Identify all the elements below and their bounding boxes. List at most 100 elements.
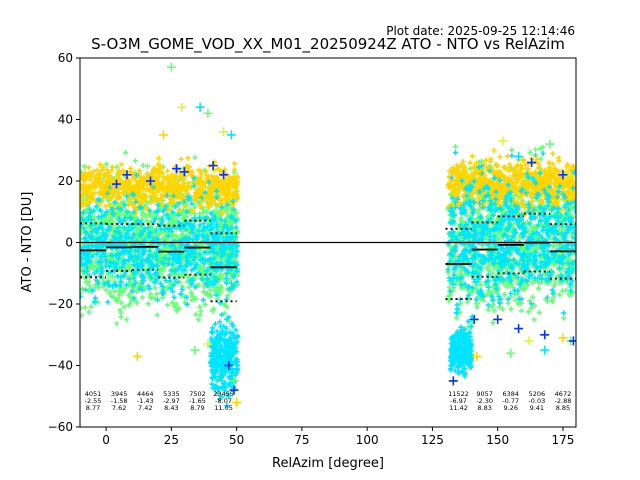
scatter-point: [235, 195, 241, 201]
scatter-point: [173, 301, 179, 307]
scatter-point: [121, 304, 127, 310]
scatter-point: [234, 182, 240, 188]
scatter-point: [93, 258, 99, 264]
scatter-point: [181, 192, 187, 199]
scatter-point: [125, 302, 131, 308]
plot-date: Plot date: 2025-09-25 12:14:46: [386, 24, 575, 38]
scatter-point: [203, 291, 209, 297]
scatter-point: [214, 210, 220, 216]
scatter-point: [165, 302, 171, 308]
scatter-point: [467, 160, 473, 166]
scatter-point: [109, 273, 116, 280]
scatter-point: [114, 164, 120, 170]
scatter-point: [165, 173, 171, 180]
scatter-point: [139, 294, 145, 300]
scatter-point: [80, 236, 84, 242]
scatter-point: [160, 295, 166, 301]
scatter-point: [561, 315, 567, 321]
scatter-point: [220, 197, 226, 203]
scatter-point: [102, 172, 108, 178]
scatter-point: [200, 270, 206, 276]
scatter-point: [127, 166, 133, 172]
scatter-point: [221, 310, 227, 316]
scatter-point: [116, 290, 123, 296]
scatter-point: [81, 163, 87, 169]
scatter-point: [192, 193, 198, 199]
scatter-point: [197, 265, 203, 271]
scatter-point: [218, 324, 224, 330]
scatter-point: [156, 155, 162, 161]
scatter-point: [550, 151, 556, 157]
scatter-point: [197, 203, 203, 210]
scatter-point: [207, 185, 213, 191]
scatter-point: [82, 304, 88, 311]
scatter-point: [209, 173, 215, 179]
scatter-point: [231, 166, 238, 173]
scatter-point: [125, 265, 132, 271]
scatter-point: [223, 207, 229, 214]
scatter-point: [105, 171, 111, 177]
scatter-point: [100, 187, 106, 193]
scatter-point: [152, 285, 158, 291]
scatter-point: [140, 185, 146, 191]
scatter-point: [226, 185, 232, 191]
scatter-point: [197, 312, 203, 318]
scatter-point: [90, 191, 96, 198]
scatter-point: [163, 229, 169, 235]
scatter-point: [179, 232, 185, 238]
scatter-point: [525, 309, 531, 315]
scatter-point: [155, 232, 161, 238]
scatter-point: [193, 190, 199, 196]
scatter-point: [169, 300, 175, 306]
scatter-point: [536, 309, 542, 315]
scatter-point: [103, 287, 109, 293]
scatter-point: [217, 289, 223, 295]
scatter-point: [120, 168, 126, 174]
scatter-point: [134, 299, 140, 306]
scatter-point: [97, 175, 103, 181]
scatter-point: [215, 287, 221, 293]
scatter-point: [216, 178, 222, 184]
scatter-point: [83, 188, 90, 194]
scatter-point: [155, 161, 161, 167]
scatter-point: [140, 162, 146, 168]
scatter-point: [225, 292, 231, 299]
scatter-point: [189, 169, 195, 175]
scatter-point: [216, 167, 223, 173]
scatter-point: [178, 156, 184, 162]
scatter-point: [87, 198, 93, 204]
scatter-point: [195, 317, 201, 323]
scatter-point: [86, 185, 92, 191]
scatter-point: [176, 207, 182, 214]
scatter-point: [219, 220, 225, 226]
scatter-point: [97, 189, 103, 195]
scatter-point: [188, 171, 194, 177]
scatter-point: [132, 158, 138, 164]
scatter-point: [200, 297, 206, 303]
scatter-point: [222, 301, 228, 307]
scatter-point: [86, 165, 92, 171]
scatter-point: [452, 144, 459, 150]
scatter-point: [177, 195, 184, 201]
scatter-point: [144, 163, 151, 169]
scatter-point: [80, 305, 84, 311]
scatter-point: [84, 279, 90, 285]
scatter-point: [509, 147, 515, 153]
scatter-point: [217, 284, 224, 290]
scatter-point: [115, 212, 121, 218]
scatter-point: [227, 191, 233, 198]
scatter-point: [155, 224, 161, 230]
scatter-point: [197, 186, 203, 192]
scatter-point: [105, 299, 111, 305]
scatter-point: [162, 175, 168, 181]
scatter-point: [140, 210, 146, 217]
scatter-point: [186, 275, 192, 281]
scatter-point: [109, 167, 115, 173]
scatter-point: [159, 202, 165, 208]
scatter-point: [118, 314, 124, 320]
scatter-point: [87, 194, 93, 200]
scatter-point: [222, 166, 228, 172]
scatter-point: [192, 154, 198, 161]
scatter-point: [139, 182, 145, 189]
scatter-point: [228, 178, 234, 184]
